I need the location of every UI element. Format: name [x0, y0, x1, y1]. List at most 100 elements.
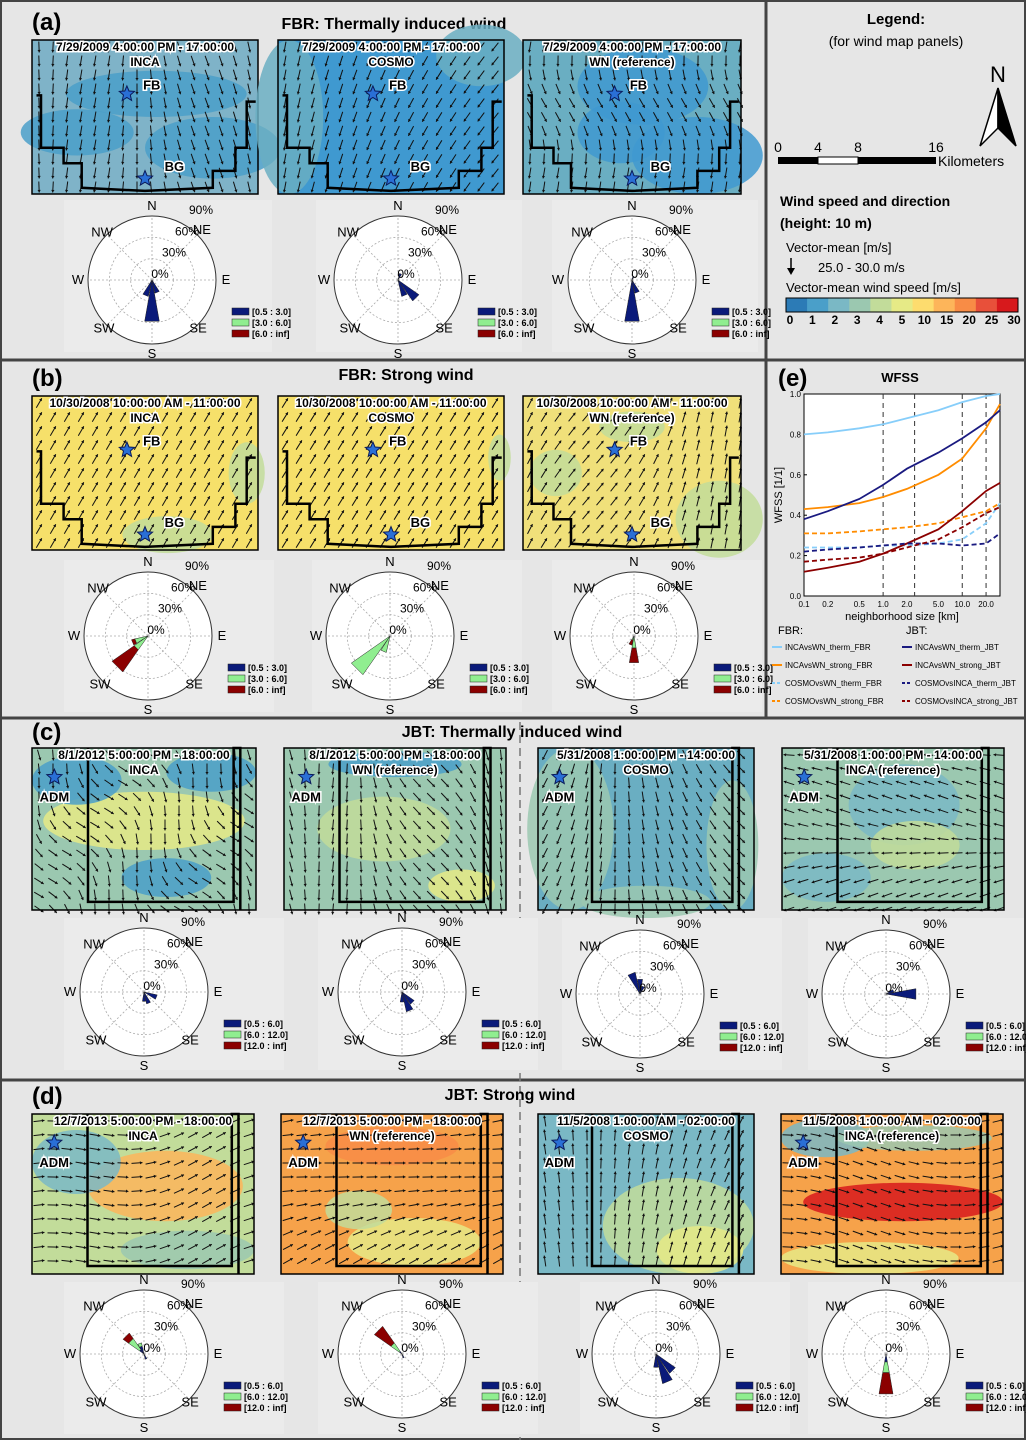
wind-vector-head [626, 147, 630, 151]
wind-vector-head [299, 440, 302, 444]
wind-vector-head [324, 63, 328, 67]
wind-vector-head [248, 189, 252, 193]
wind-vector-head [249, 468, 252, 472]
wind-speed-area [255, 40, 324, 194]
wind-vector-head [383, 468, 386, 472]
wind-vector-head [164, 63, 168, 67]
wind-vector-head [221, 412, 224, 416]
wind-vector-head [121, 77, 125, 81]
wind-vector-head [408, 118, 411, 122]
wind-vector-head [380, 147, 384, 150]
wind-vector-head [557, 91, 561, 95]
wind-vector-head [425, 454, 428, 458]
wind-vector-head [313, 398, 316, 402]
map-model-label: COSMO [368, 411, 413, 425]
wind-vector-head [207, 496, 210, 500]
wind-vector-head [327, 482, 330, 486]
wind-vector-head [282, 161, 286, 165]
wind-vector-head [67, 426, 70, 430]
wind-vector-head [107, 105, 111, 109]
wind-vector-head [37, 161, 41, 165]
wind-vector-head [67, 412, 70, 416]
wind-vector-head [78, 105, 83, 109]
wind-vector-head [397, 482, 400, 486]
wind-vector-head [207, 454, 210, 458]
wind-vector-head [192, 175, 196, 179]
wind-vector-head [313, 482, 316, 486]
wind-vector-head [285, 426, 288, 430]
wind-vector-head [571, 91, 575, 95]
wind-vector-head [425, 510, 428, 514]
wind-vector-head [164, 133, 168, 137]
wind-vector-head [527, 175, 532, 179]
wind-vector-head [341, 412, 344, 416]
wind-vector-head [285, 524, 288, 528]
wind-vector-head [248, 175, 252, 179]
wind-vector-head [178, 161, 182, 165]
wind-vector-head [109, 412, 112, 416]
wind-vector-head [207, 538, 210, 542]
wind-vector-head [220, 49, 224, 53]
wind-vector-head [78, 147, 83, 151]
panel-d-letter: (d) [32, 1083, 63, 1110]
wind-vector-head [600, 118, 603, 122]
wind-vector-head [178, 63, 182, 67]
wind-vector-head [192, 161, 196, 165]
wind-vector-head [313, 496, 316, 500]
wind-vector-head [220, 175, 224, 179]
wind-vector-head [299, 510, 302, 514]
wind-vector-head [586, 118, 589, 122]
wind-vector-head [366, 161, 370, 165]
wind-vector-head [220, 147, 224, 151]
wind-vector-head [495, 412, 498, 416]
wind-vector-head [51, 105, 55, 109]
wind-vector-head [383, 412, 386, 416]
wind-vector-head [477, 90, 481, 94]
wind-vector-head [123, 496, 126, 500]
panel-a-letter: (a) [32, 9, 61, 36]
wind-vector-head [51, 119, 55, 123]
wind-vector-head [366, 147, 370, 151]
wind-vector-head [310, 105, 314, 109]
wind-vector-head [369, 468, 372, 472]
wind-vector-head [495, 510, 498, 514]
wind-vector-head [95, 482, 98, 486]
wind-vector-head [296, 77, 300, 81]
wind-vector-head [467, 440, 470, 444]
wind-vector-head [165, 482, 168, 486]
wind-vector-head [249, 538, 252, 542]
wind-vector-head [614, 118, 617, 122]
wind-speed-area [120, 1230, 255, 1270]
wind-vector-head [193, 412, 196, 416]
wind-vector-head [394, 77, 398, 80]
wind-vector-head [613, 77, 617, 81]
wind-vector-head [65, 147, 69, 151]
wind-vector-head [135, 120, 139, 123]
wind-vector-head [310, 91, 314, 95]
wind-vector-head [123, 412, 126, 416]
wind-vector-head [653, 175, 658, 179]
wind-vector-head [53, 468, 56, 472]
wind-vector-head [296, 189, 300, 193]
wind-vector-head [555, 49, 560, 53]
wind-vector-head [586, 104, 589, 108]
region-boundary [36, 450, 256, 549]
wind-vector-head [92, 133, 97, 137]
wind-vector-head [235, 426, 238, 430]
wind-vector-head [394, 161, 398, 164]
wind-vector-head [327, 468, 330, 472]
wind-vector-head [282, 133, 286, 137]
wind-vector-head [338, 175, 342, 179]
wind-vector-head [570, 147, 574, 151]
station-label: BG [651, 159, 671, 174]
wind-vector-head [179, 412, 182, 416]
wind-vector-head [463, 90, 467, 94]
wind-vector-head [39, 538, 42, 542]
wind-vector-head [411, 398, 414, 402]
wind-vector-head [408, 90, 411, 94]
wind-vector-head [310, 189, 314, 193]
wind-vector-head [137, 510, 140, 514]
wind-vector-head [467, 482, 470, 486]
wind-vector-head [667, 49, 672, 53]
